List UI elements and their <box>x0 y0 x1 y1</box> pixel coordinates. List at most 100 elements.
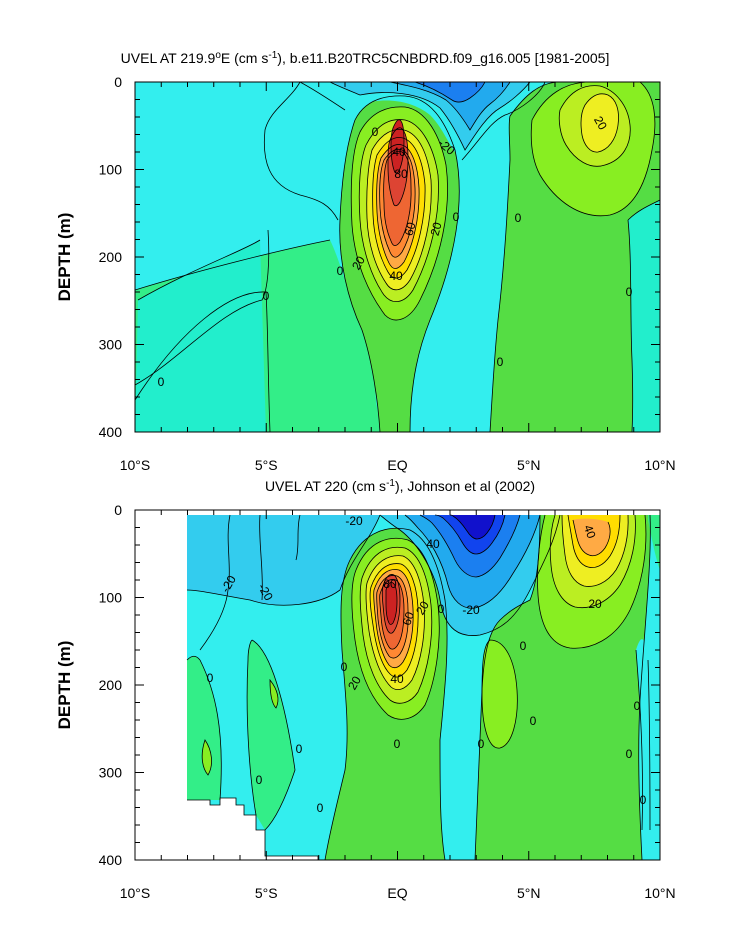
panel-title: UVEL AT 219.9oE (cm s-1), b.e11.B20TRC5C… <box>121 50 610 66</box>
contour-label: 40 <box>389 269 403 283</box>
contour-line <box>379 579 405 650</box>
model-panel: UVEL AT 219.9oE (cm s-1), b.e11.B20TRC5C… <box>55 50 676 473</box>
panel-title: UVEL AT 220 (cm s-1), Johnson et al (200… <box>265 478 535 494</box>
axis-ticks <box>134 81 661 433</box>
contour-line <box>389 82 511 131</box>
contour-line <box>404 514 541 609</box>
y-axis-label: DEPTH (m) <box>55 641 74 730</box>
band-sec-neg30 <box>415 82 485 103</box>
contour-line <box>414 82 486 103</box>
contour-label: 20 <box>428 220 445 237</box>
contour-line <box>647 659 651 831</box>
contour-label: 0 <box>626 285 633 299</box>
contour-label: 0 <box>296 742 303 756</box>
x-tick-labels: 10°S 5°S EQ 5°N 10°N <box>120 457 676 473</box>
x-tick-label: 5°S <box>255 457 278 473</box>
contour-line <box>354 95 460 432</box>
contour-line <box>135 239 331 291</box>
band-necc-30 <box>581 93 619 153</box>
band-east-strip <box>636 639 650 830</box>
band-west-shallow <box>187 515 380 606</box>
contour-line <box>376 575 409 659</box>
contour-line <box>259 514 263 601</box>
contour-label: 0 <box>634 699 641 713</box>
contour-line <box>359 546 433 704</box>
contour-label: 0 <box>640 793 647 807</box>
contour-line <box>580 93 619 153</box>
contour-line <box>339 119 381 432</box>
contour-line <box>638 514 651 860</box>
contour-line <box>201 739 212 776</box>
contour-line <box>295 514 301 561</box>
band-green-strip <box>187 656 222 800</box>
contour-line <box>376 144 420 269</box>
x-tick-label: EQ <box>387 885 407 901</box>
field-paths <box>135 510 660 860</box>
contour-label: 20 <box>588 597 602 611</box>
contour-labels: -20 40 -20 -20 80 60 20 20 -20 0 40 20 4… <box>207 514 647 815</box>
band-euc-90 <box>391 119 404 174</box>
contour-label: 20 <box>591 114 610 133</box>
contour-label: 0 <box>317 801 324 815</box>
contour-label: 0 <box>263 289 270 303</box>
contour-line <box>187 797 319 860</box>
contour-label: 0 <box>515 211 522 225</box>
band-green-strip <box>247 640 295 830</box>
contour-label: 60 <box>399 610 417 628</box>
contour-line <box>365 555 425 691</box>
contour-label: 0 <box>530 714 537 728</box>
band-euc-90 <box>386 582 397 625</box>
contour-line <box>372 137 426 279</box>
contour-line <box>434 514 506 555</box>
contour-label: 0 <box>341 660 348 674</box>
contour-line <box>379 148 416 258</box>
contour-line <box>351 537 440 720</box>
y-tick-label: 100 <box>99 590 123 606</box>
contour-label: 0 <box>207 671 214 685</box>
observation-panel: UVEL AT 220 (cm s-1), Johnson et al (200… <box>55 478 676 901</box>
contour-label: 0 <box>394 737 401 751</box>
contour-labels: 40 60 80 20 0 20 40 -20 0 20 0 0 0 0 0 0 <box>158 114 633 389</box>
band-sec-neg50 <box>450 515 495 539</box>
contour-line <box>390 119 405 174</box>
contour-line <box>627 219 634 432</box>
contour-line <box>373 569 414 669</box>
contour-line <box>549 514 636 609</box>
contour-label: 80 <box>394 167 408 181</box>
contour-line <box>561 514 629 587</box>
contour-label: 0 <box>438 602 445 616</box>
y-tick-label: 0 <box>114 74 122 90</box>
contour-label: 0 <box>478 737 485 751</box>
x-tick-label: 5°N <box>517 457 541 473</box>
contour-line <box>383 150 412 247</box>
x-tick-label: 5°S <box>255 885 278 901</box>
contour-field <box>135 82 660 432</box>
contour-line <box>299 82 346 111</box>
x-tick-label: 10°N <box>644 885 675 901</box>
y-tick-label: 400 <box>99 852 123 868</box>
contour-line <box>449 514 496 540</box>
contour-label: 0 <box>520 639 527 653</box>
contour-field <box>135 510 660 860</box>
contour-line <box>481 639 518 749</box>
y-tick-label: 200 <box>99 677 123 693</box>
contour-label: 0 <box>337 264 344 278</box>
contour-line <box>329 82 531 151</box>
y-tick-label: 0 <box>114 502 122 518</box>
contour-line <box>366 129 432 291</box>
y-tick-labels: 0 100 200 300 400 <box>99 502 123 868</box>
contour-line <box>137 239 261 301</box>
band-green-blob <box>482 640 518 749</box>
contour-label: 80 <box>383 577 397 591</box>
y-tick-label: 300 <box>99 337 123 353</box>
contour-label: 40 <box>581 523 599 541</box>
contour-line <box>199 514 231 651</box>
contour-line <box>461 82 546 161</box>
contour-label: 0 <box>158 375 165 389</box>
contour-line <box>567 514 621 568</box>
contour-line <box>635 649 643 831</box>
band-western <box>135 82 338 290</box>
contour-line <box>251 639 296 831</box>
contour-line <box>263 82 339 221</box>
